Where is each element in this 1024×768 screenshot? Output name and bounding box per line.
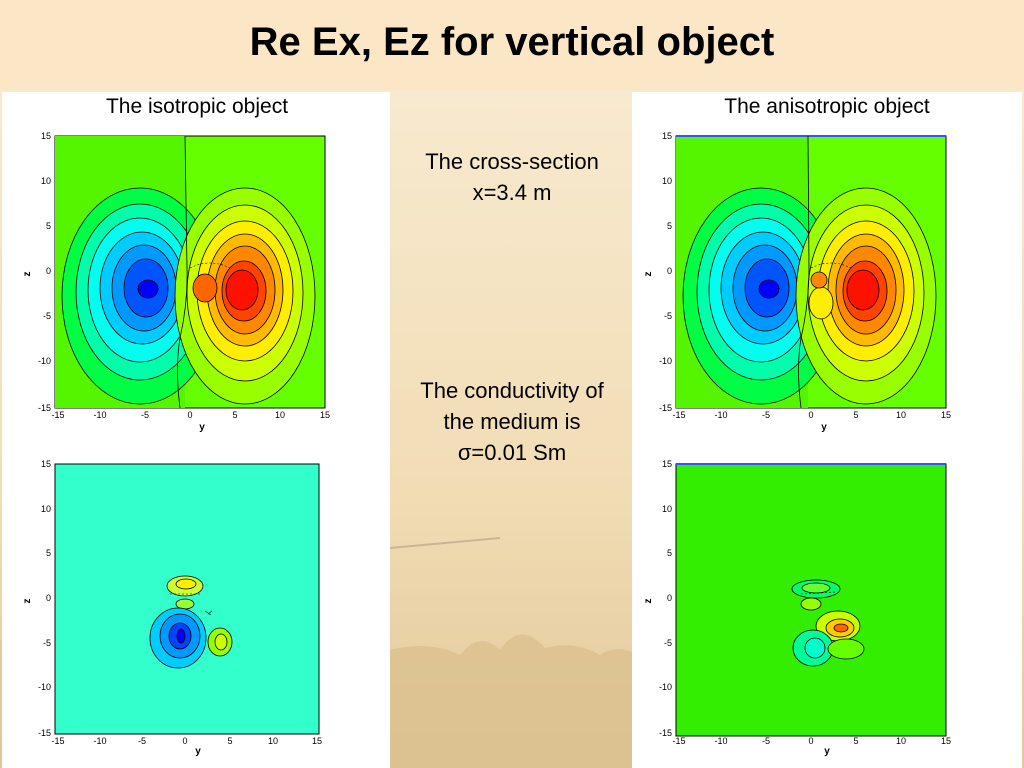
y-tick-label: -5 [43, 311, 51, 321]
y-tick-label: 0 [667, 593, 672, 603]
x-tick-label: 10 [275, 410, 285, 420]
conductivity-line2: the medium is [443, 409, 581, 434]
y-tick-label: -15 [38, 728, 51, 738]
x-tick-label: -5 [141, 410, 149, 420]
x-tick-label: -5 [762, 736, 770, 746]
y-tick-label: -15 [38, 403, 51, 413]
x-tick-label: 15 [941, 410, 951, 420]
y-tick-label: -15 [659, 728, 672, 738]
y-tick-label: 0 [46, 593, 51, 603]
x-tick-label: -5 [138, 736, 146, 746]
y-tick-label: -5 [664, 311, 672, 321]
y-tick-label: 10 [662, 504, 672, 514]
x-tick-label: 0 [808, 410, 813, 420]
y-tick-label: -15 [659, 403, 672, 413]
conductivity-label: The conductivity of the medium is σ=0.01… [392, 375, 632, 468]
x-tick-label: 15 [320, 410, 330, 420]
left-panel-title: The isotropic object [105, 95, 289, 118]
plot-top-left: 15 10 5 0 -5 -10 -15 -15 -10 -5 0 5 10 1… [22, 131, 330, 433]
y-tick-label: 5 [667, 221, 672, 231]
x-axis-label: y [199, 422, 205, 433]
y-tick-label: -10 [659, 682, 672, 692]
x-tick-label: 5 [227, 736, 232, 746]
x-axis-label: y [195, 746, 201, 757]
x-tick-label: -15 [51, 736, 64, 746]
y-tick-label: 10 [662, 176, 672, 186]
x-tick-label: 10 [896, 736, 906, 746]
y-tick-label: -5 [664, 638, 672, 648]
y-tick-label: 15 [662, 131, 672, 141]
cross-section-label: The cross-section x=3.4 m [392, 146, 632, 208]
y-tick-label: 0 [46, 266, 51, 276]
title-bar [0, 0, 1024, 90]
x-tick-label: 0 [182, 736, 187, 746]
x-tick-label: -10 [93, 410, 106, 420]
y-axis-label: z [643, 599, 654, 604]
y-tick-label: -10 [38, 356, 51, 366]
x-tick-label: -15 [672, 736, 685, 746]
x-tick-label: -15 [672, 410, 685, 420]
conductivity-line3: σ=0.01 Sm [457, 440, 567, 465]
x-tick-label: 0 [187, 410, 192, 420]
x-tick-label: 10 [268, 736, 278, 746]
y-axis-label: z [643, 272, 654, 277]
conductivity-line1: The conductivity of [420, 378, 604, 403]
y-tick-label: 0 [667, 266, 672, 276]
y-tick-label: 5 [46, 221, 51, 231]
slide-title: Re Ex, Ez for vertical object [249, 20, 775, 64]
y-axis-label: z [22, 272, 33, 277]
cross-section-line1: The cross-section [425, 149, 599, 174]
y-tick-label: 10 [41, 176, 51, 186]
x-tick-label: 15 [941, 736, 951, 746]
y-tick-label: 15 [662, 459, 672, 469]
y-tick-label: 15 [41, 459, 51, 469]
x-tick-label: 5 [853, 736, 858, 746]
y-tick-label: 5 [667, 548, 672, 558]
x-tick-label: 15 [312, 736, 322, 746]
x-axis-label: y [821, 422, 827, 433]
x-tick-label: -5 [762, 410, 770, 420]
y-tick-label: 5 [46, 548, 51, 558]
plot-bottom-left: 15 10 5 0 -5 -10 -15 -15 -10 -5 0 5 10 1… [22, 459, 322, 757]
y-tick-label: -5 [43, 638, 51, 648]
plot-bottom-right: 15 10 5 0 -5 -10 -15 -15 -10 -5 0 5 10 1… [643, 459, 951, 757]
cross-section-line2: x=3.4 m [472, 180, 552, 205]
x-axis-label: y [824, 746, 830, 757]
x-tick-label: -10 [714, 410, 727, 420]
x-tick-label: 5 [853, 410, 858, 420]
y-tick-label: 15 [41, 131, 51, 141]
x-tick-label: -15 [51, 410, 64, 420]
y-axis-label: z [22, 599, 33, 604]
x-tick-label: 5 [232, 410, 237, 420]
x-tick-label: -10 [714, 736, 727, 746]
y-tick-label: 10 [41, 504, 51, 514]
y-tick-label: -10 [38, 682, 51, 692]
x-tick-label: -10 [93, 736, 106, 746]
x-tick-label: 0 [808, 736, 813, 746]
x-tick-label: 10 [896, 410, 906, 420]
y-tick-label: -10 [659, 356, 672, 366]
plot-top-right: 15 10 5 0 -5 -10 -15 -15 -10 -5 0 5 10 1… [643, 131, 951, 433]
right-panel-title: The anisotropic object [724, 95, 930, 118]
